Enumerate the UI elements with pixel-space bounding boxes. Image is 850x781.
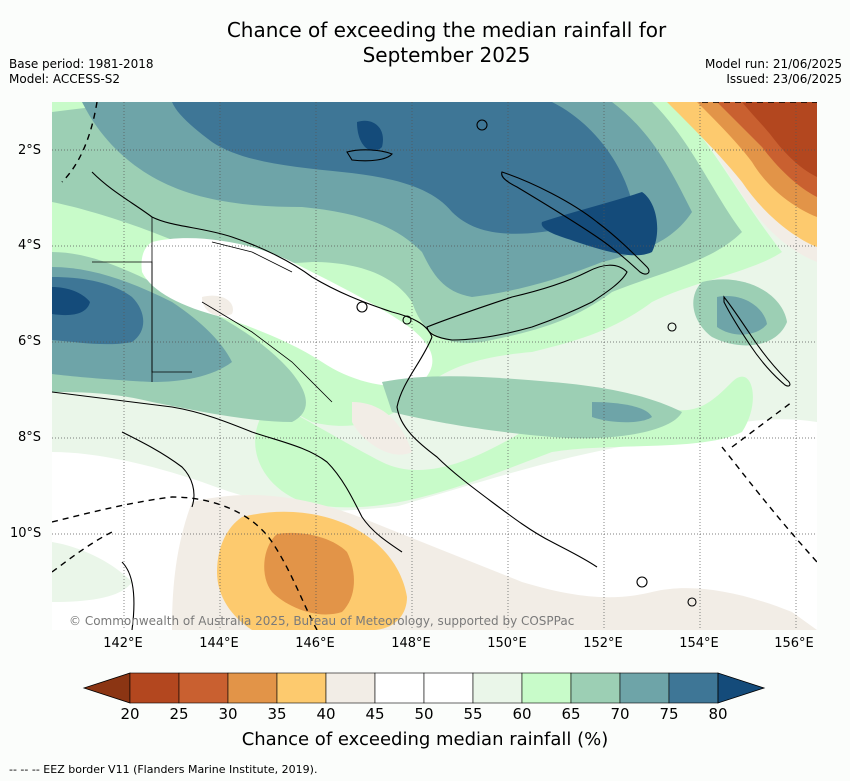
colorbar-bin <box>521 672 572 704</box>
lon-label-146e: 146°E <box>295 636 335 651</box>
region-70-75-southeast <box>382 376 682 439</box>
coastlines <box>52 119 791 630</box>
colorbar-tick-label: 40 <box>316 705 336 723</box>
lat-label-10s: 10°S <box>10 526 42 541</box>
region-75-80-bougainville <box>717 296 767 335</box>
region-darkest-north <box>357 120 658 256</box>
map-title: Chance of exceeding the median rainfall … <box>0 18 850 68</box>
colorbar-arrow-low <box>82 672 131 704</box>
colorbar-bin <box>276 672 327 704</box>
lat-label-2s: 2°S <box>18 143 42 158</box>
lon-label-142e: 142°E <box>103 636 143 651</box>
colorbar-tick-label: 60 <box>512 705 532 723</box>
colorbar-tick-label: 70 <box>610 705 630 723</box>
colorbar-bin <box>570 672 621 704</box>
colorbar-arrow-high <box>717 672 766 704</box>
region-30-35-south <box>264 532 354 615</box>
colorbar-tick-label: 20 <box>120 705 140 723</box>
issued-date: Issued: 23/06/2025 <box>726 72 842 86</box>
model-run: Model run: 21/06/2025 <box>704 57 842 71</box>
region-20-25-northeast <box>742 102 817 177</box>
borders <box>92 217 333 403</box>
title-line-2: September 2025 <box>362 43 531 67</box>
colorbar-bin <box>227 672 278 704</box>
lon-label-148e: 148°E <box>391 636 431 651</box>
eez-borders <box>52 102 817 630</box>
lat-label-8s: 8°S <box>18 430 42 445</box>
region-75-80-southeast <box>592 402 652 423</box>
colorbar-bin <box>129 672 180 704</box>
lat-label-6s: 6°S <box>18 334 42 349</box>
model-name: Model: ACCESS-S2 <box>9 72 121 86</box>
map-frame <box>52 102 817 630</box>
lon-label-152e: 152°E <box>583 636 623 651</box>
region-40-45-patches <box>202 295 412 455</box>
graticule <box>52 102 817 630</box>
colorbar-tick-label: 25 <box>169 705 189 723</box>
colorbar <box>82 672 766 704</box>
rainfall-map <box>52 102 817 630</box>
meta-left: Base period: 1981-2018 Model: ACCESS-S2 <box>9 57 154 87</box>
base-period: Base period: 1981-2018 <box>9 57 154 71</box>
lon-label-150e: 150°E <box>487 636 527 651</box>
copyright-credit: © Commonwealth of Australia 2025, Bureau… <box>69 614 575 628</box>
colorbar-bin <box>178 672 229 704</box>
colorbar-tick-label: 75 <box>659 705 679 723</box>
colorbar-tick-label: 35 <box>267 705 287 723</box>
title-line-1: Chance of exceeding the median rainfall … <box>226 18 667 42</box>
colorbar-label: Chance of exceeding median rainfall (%) <box>241 729 609 750</box>
colorbar-tick-label: 65 <box>561 705 581 723</box>
colorbar-bin <box>472 672 523 704</box>
lon-label-156e: 156°E <box>774 636 814 651</box>
colorbar-bin <box>374 672 425 704</box>
lon-label-144e: 144°E <box>199 636 239 651</box>
colorbar-tick-label: 45 <box>365 705 385 723</box>
colorbar-bin <box>668 672 719 704</box>
meta-right: Model run: 21/06/2025 Issued: 23/06/2025 <box>705 57 842 87</box>
eez-footnote: -- -- -- EEZ border V11 (Flanders Marine… <box>9 763 318 776</box>
lat-label-4s: 4°S <box>18 238 42 253</box>
colorbar-bin <box>619 672 670 704</box>
colorbar-tick-label: 30 <box>218 705 238 723</box>
region-80-plus-north <box>172 102 632 234</box>
region-darkest-west <box>52 287 90 316</box>
colorbar-tick-label: 55 <box>463 705 483 723</box>
colorbar-tick-label: 50 <box>414 705 434 723</box>
colorbar-bin <box>325 672 376 704</box>
region-45-55-png-interior <box>141 238 433 386</box>
lon-label-154e: 154°E <box>679 636 719 651</box>
colorbar-bin <box>423 672 474 704</box>
colorbar-tick-label: 80 <box>708 705 728 723</box>
